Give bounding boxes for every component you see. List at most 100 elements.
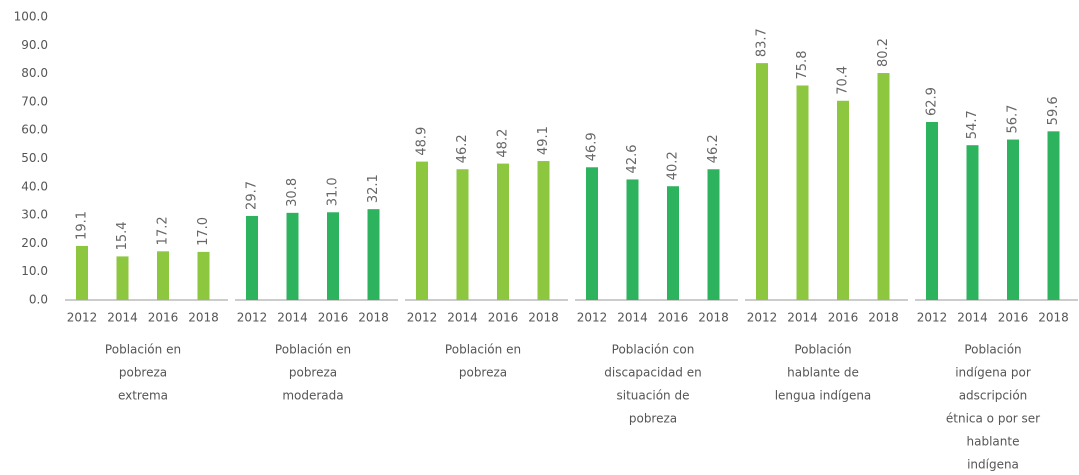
y-tick-label: 60.0 — [21, 123, 48, 137]
x-tick-label: 2012 — [747, 311, 778, 325]
bar — [456, 169, 469, 300]
group-label: lengua indígena — [775, 389, 872, 403]
y-tick-label: 30.0 — [21, 208, 48, 222]
bar — [667, 186, 679, 300]
bar — [1007, 139, 1019, 300]
y-tick-label: 90.0 — [21, 38, 48, 52]
group-label: extrema — [118, 389, 168, 403]
group-label: pobreza — [289, 366, 337, 380]
group-label: Población en — [445, 343, 521, 357]
x-tick-label: 2012 — [917, 311, 948, 325]
x-tick-label: 2016 — [998, 311, 1029, 325]
bar — [76, 245, 88, 300]
y-tick-label: 0.0 — [29, 293, 48, 307]
group-label: moderada — [282, 389, 343, 403]
group-label: étnica o por ser — [946, 412, 1040, 426]
bar — [197, 251, 210, 300]
x-tick-label: 2018 — [358, 311, 389, 325]
group-label: indígena — [967, 458, 1019, 472]
bar — [416, 161, 428, 300]
y-tick-label: 20.0 — [21, 236, 48, 250]
bar — [116, 256, 129, 300]
bar — [837, 100, 849, 300]
value-label: 17.0 — [196, 217, 211, 246]
value-label: 48.2 — [496, 129, 511, 158]
group-label: discapacidad en — [604, 366, 701, 380]
value-label: 46.2 — [455, 134, 470, 163]
value-label: 75.8 — [795, 51, 810, 80]
value-label: 15.4 — [115, 221, 130, 250]
x-tick-label: 2012 — [67, 311, 98, 325]
value-label: 31.0 — [326, 177, 341, 206]
bar — [707, 169, 720, 300]
value-label: 83.7 — [755, 28, 770, 57]
value-label: 54.7 — [965, 110, 980, 139]
group-label: pobreza — [629, 412, 677, 426]
x-tick-label: 2016 — [148, 311, 179, 325]
bar — [497, 163, 509, 300]
x-tick-label: 2014 — [107, 311, 138, 325]
value-label: 32.1 — [366, 174, 381, 203]
value-label: 62.9 — [925, 87, 940, 116]
x-tick-label: 2018 — [1038, 311, 1069, 325]
group-label: pobreza — [119, 366, 167, 380]
bar — [286, 212, 299, 300]
value-label: 59.6 — [1046, 96, 1061, 125]
bar — [926, 121, 938, 300]
bar — [756, 63, 768, 301]
x-tick-label: 2014 — [957, 311, 988, 325]
value-label: 80.2 — [876, 38, 891, 67]
group-label: Población con — [612, 343, 695, 357]
bar — [246, 215, 258, 300]
x-tick-label: 2016 — [488, 311, 519, 325]
x-tick-label: 2012 — [577, 311, 608, 325]
bar — [367, 209, 380, 300]
group-label: adscripción — [959, 389, 1028, 403]
x-tick-label: 2018 — [528, 311, 559, 325]
x-tick-label: 2012 — [237, 311, 268, 325]
y-tick-label: 40.0 — [21, 179, 48, 193]
value-label: 40.2 — [666, 151, 681, 180]
group-label: Población — [794, 343, 851, 357]
y-tick-label: 10.0 — [21, 264, 48, 278]
x-tick-label: 2014 — [277, 311, 308, 325]
x-tick-label: 2018 — [868, 311, 899, 325]
y-tick-label: 70.0 — [21, 94, 48, 108]
group-label: pobreza — [459, 366, 507, 380]
y-tick-label: 50.0 — [21, 151, 48, 165]
bar — [586, 167, 598, 300]
x-tick-label: 2016 — [318, 311, 349, 325]
x-tick-label: 2018 — [188, 311, 219, 325]
x-tick-label: 2018 — [698, 311, 729, 325]
y-tick-label: 100.0 — [14, 10, 48, 24]
bar — [796, 85, 809, 301]
value-label: 49.1 — [536, 126, 551, 155]
value-label: 30.8 — [285, 178, 300, 207]
value-label: 70.4 — [836, 66, 851, 95]
x-tick-label: 2014 — [447, 311, 478, 325]
value-label: 17.2 — [156, 216, 171, 245]
value-label: 19.1 — [75, 211, 90, 240]
bar — [626, 179, 639, 300]
value-label: 46.2 — [706, 134, 721, 163]
group-label: Población — [964, 343, 1021, 357]
value-label: 46.9 — [585, 132, 600, 161]
bar — [157, 251, 169, 300]
x-tick-label: 2012 — [407, 311, 438, 325]
value-label: 48.9 — [415, 127, 430, 156]
group-label: situación de — [617, 389, 690, 403]
group-label: hablante — [967, 435, 1020, 449]
x-tick-label: 2016 — [658, 311, 689, 325]
bar — [1047, 131, 1060, 300]
group-label: Población en — [105, 343, 181, 357]
group-label: Población en — [275, 343, 351, 357]
value-label: 56.7 — [1006, 105, 1021, 134]
bar — [877, 73, 890, 300]
value-label: 29.7 — [245, 181, 260, 210]
group-label: indígena por — [955, 366, 1031, 380]
x-tick-label: 2016 — [828, 311, 859, 325]
value-label: 42.6 — [625, 144, 640, 173]
bar — [327, 212, 339, 300]
y-tick-label: 80.0 — [21, 66, 48, 80]
